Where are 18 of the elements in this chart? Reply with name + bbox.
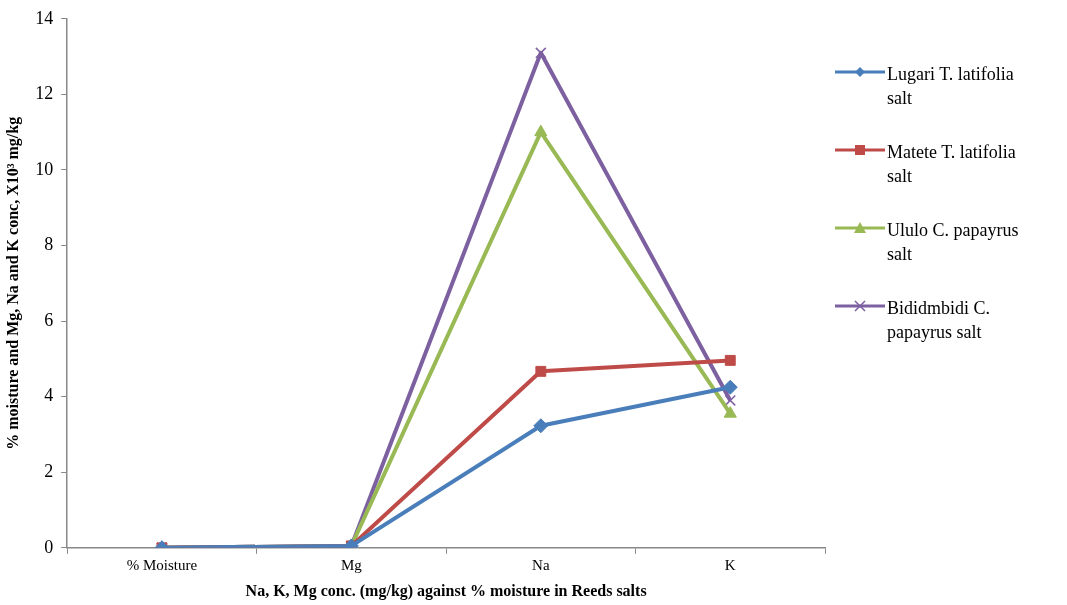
y-tick-label: 6 — [44, 309, 54, 330]
legend-label: Lugari T. latifolia salt — [887, 63, 1015, 110]
x-tick-label: % Moisture — [126, 556, 198, 573]
y-tick-label: 8 — [44, 234, 54, 255]
y-tick-label: 2 — [44, 460, 54, 481]
y-tick-label: 4 — [44, 385, 54, 406]
y-tick-label: 12 — [35, 83, 54, 104]
y-axis-title: % moisture and Mg, Na and K conc, X10³ mg/kg — [3, 116, 22, 450]
x-tick-label: K — [724, 556, 736, 573]
x-axis-title: Na, K, Mg conc. (mg/kg) against % moisture in Reeds salts — [245, 581, 647, 600]
y-tick-label: 10 — [35, 158, 54, 179]
y-tick-label: 14 — [35, 7, 54, 28]
legend-label: Ululo C. papayrus salt — [887, 219, 1020, 266]
legend-label: Bididmbidi C. papayrus salt — [887, 297, 992, 344]
x-tick-label: Mg — [340, 556, 363, 573]
y-tick-label: 0 — [44, 536, 54, 557]
x-tick-label: Na — [532, 556, 550, 573]
legend-label: Matete T. latifolia salt — [887, 141, 1017, 188]
